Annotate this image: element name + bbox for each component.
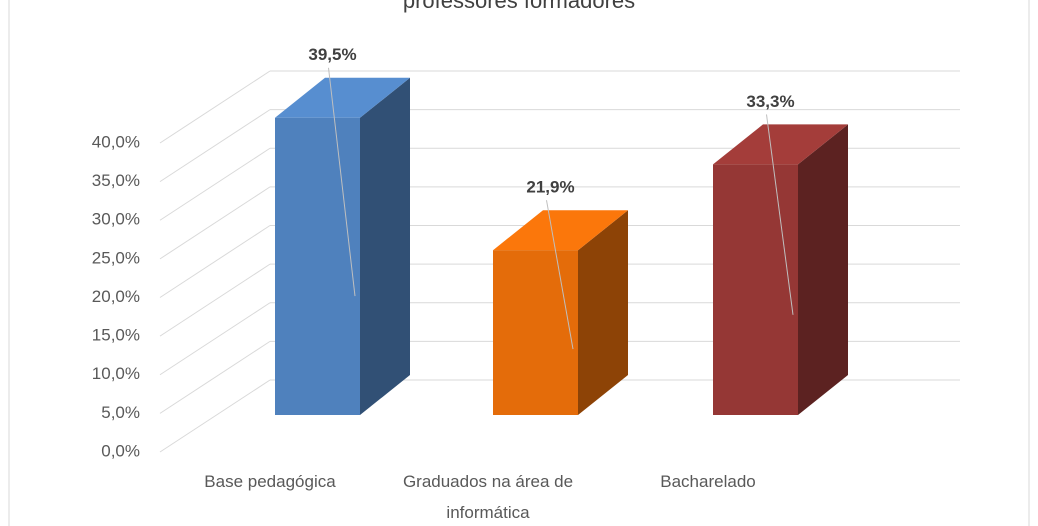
bar [713, 164, 798, 415]
x-tick-label: Base pedagógica [204, 472, 336, 491]
data-label: 33,3% [746, 92, 794, 111]
grid-diagonal [159, 379, 271, 453]
data-label: 21,9% [526, 178, 574, 197]
chart-title: professores formadores [403, 0, 635, 13]
grid-diagonal [159, 340, 271, 414]
y-tick-label: 40,0% [92, 132, 140, 151]
y-tick-label: 30,0% [92, 210, 140, 229]
x-tick-label: Bacharelado [660, 472, 756, 491]
bar [275, 117, 360, 415]
grid-diagonal [159, 186, 271, 260]
y-tick-label: 15,0% [92, 326, 140, 345]
y-tick-label: 10,0% [92, 364, 140, 383]
bar-side [360, 77, 410, 415]
bar-side [798, 124, 848, 415]
bar-side [578, 210, 628, 415]
chart-border [8, 0, 1030, 526]
grid-diagonal [159, 109, 271, 183]
y-tick-label: 0,0% [101, 441, 140, 460]
x-tick-label: Graduados na área de informática [402, 472, 574, 522]
grid-diagonal [159, 70, 271, 144]
grid-diagonal [159, 263, 271, 337]
bar-top [493, 210, 628, 251]
y-tick-label: 5,0% [101, 403, 140, 422]
leader-line [328, 67, 356, 297]
data-label: 39,5% [308, 45, 356, 64]
bar-top [275, 77, 410, 118]
bar-top [713, 124, 848, 165]
bar [493, 250, 578, 415]
leader-line [546, 200, 574, 350]
leader-line [766, 114, 794, 315]
y-tick-label: 25,0% [92, 248, 140, 267]
y-tick-label: 20,0% [92, 287, 140, 306]
grid-diagonal [159, 225, 271, 298]
grid-diagonal [159, 147, 271, 221]
y-tick-label: 35,0% [92, 171, 140, 190]
grid-diagonal [159, 302, 271, 376]
